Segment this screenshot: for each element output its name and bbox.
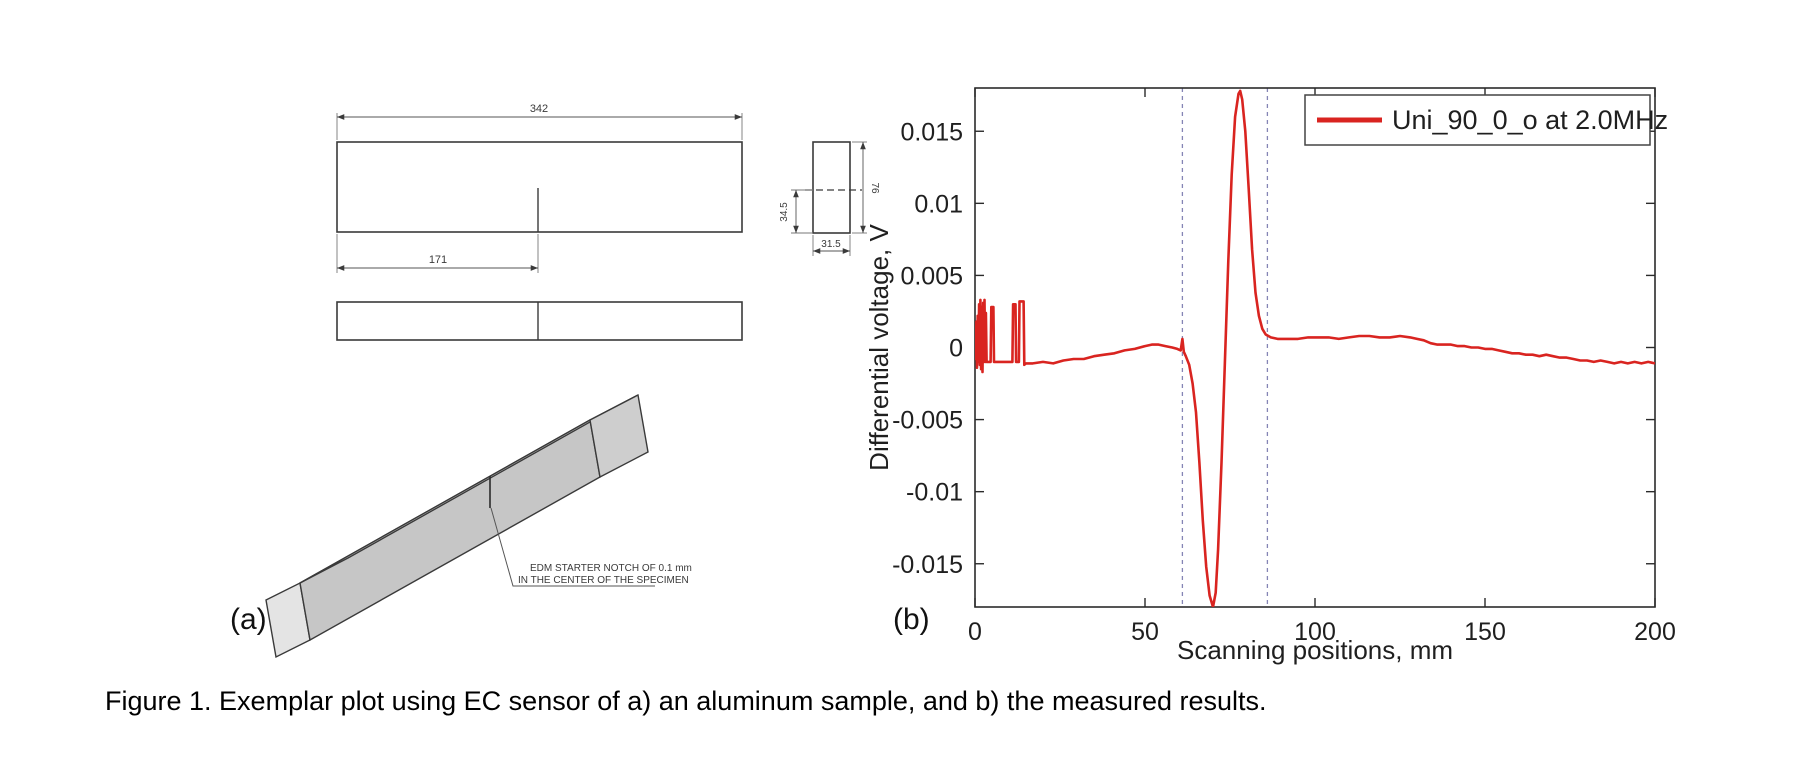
bar-top-face (299, 394, 639, 584)
x-tick-label: 150 (1464, 618, 1506, 646)
legend: Uni_90_0_o at 2.0MHz (1304, 94, 1668, 146)
y-tick-label: 0.005 (900, 262, 963, 290)
cross-section-outline (812, 141, 851, 234)
measurement-chart: 0 50 100 150 200 -0.015 -0.01 -0.005 0 0.005 0.01 0… (864, 87, 1676, 665)
panel-a-label: (a) (230, 603, 267, 636)
dim-31-label: 31.5 (821, 239, 841, 250)
data-curve (975, 89, 1655, 607)
x-tick-label: 50 (1131, 618, 1159, 646)
front-view-outline (336, 141, 743, 233)
dim-342-label: 342 (530, 103, 548, 115)
notch-note-line2: IN THE CENTER OF THE SPECIMEN (518, 575, 689, 586)
figure-caption: Figure 1. Exemplar plot using EC sensor … (105, 686, 1267, 716)
y-tick-label: -0.005 (892, 407, 963, 435)
y-tick-label: -0.01 (906, 479, 963, 507)
x-tick-label: 200 (1634, 618, 1676, 646)
plot-frame (974, 87, 1656, 608)
y-tick-label: 0.015 (900, 118, 963, 146)
x-tick-label: 0 (968, 618, 982, 646)
y-axis-label: Differential voltage, V (864, 224, 894, 471)
isometric-view: EDM STARTER NOTCH OF 0.1 mm IN THE CENTE… (265, 393, 692, 659)
notch-note-line1: EDM STARTER NOTCH OF 0.1 mm (530, 563, 692, 574)
dim-171-label: 171 (429, 254, 447, 266)
bar-right-end-face (589, 393, 649, 479)
technical-drawing: 342 171 34.5 31.5 76 (265, 103, 880, 659)
panel-b-label: (b) (893, 603, 930, 636)
x-tick-label: 100 (1294, 618, 1336, 646)
y-tick-label: 0 (949, 335, 963, 363)
dim-34-label: 34.5 (779, 202, 790, 222)
top-view-outline (336, 301, 743, 341)
y-tick-label: -0.015 (892, 551, 963, 579)
bar-front-face (299, 418, 601, 642)
notch-leader-line (490, 507, 655, 587)
y-tick-label: 0.01 (914, 190, 963, 218)
legend-label: Uni_90_0_o at 2.0MHz (1392, 105, 1668, 135)
dim-76-label: 76 (869, 182, 880, 194)
x-axis-label: Scanning positions, mm (1177, 635, 1453, 665)
